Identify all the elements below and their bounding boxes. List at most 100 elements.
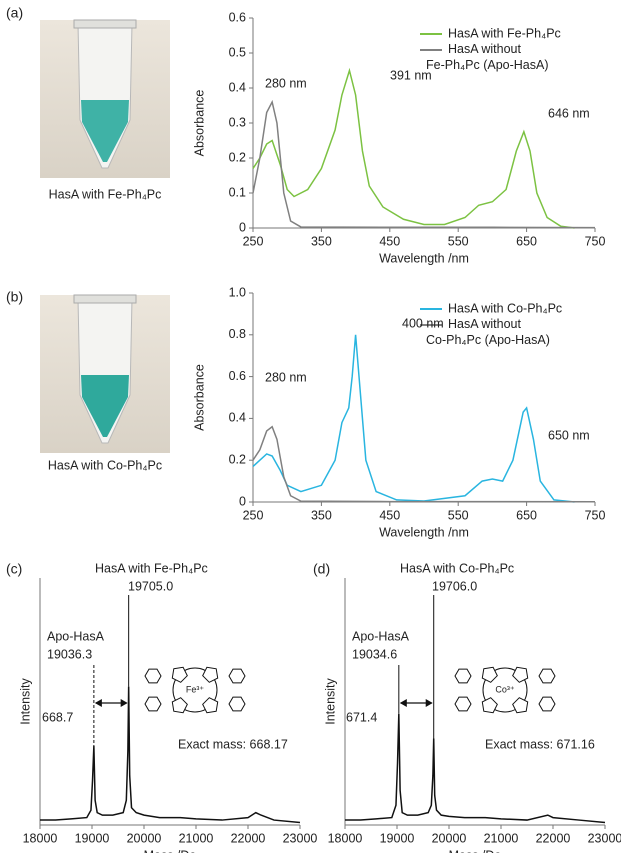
x-axis-label: Mass /Da: [449, 848, 502, 853]
x-tick-label: 650: [516, 234, 537, 248]
pyrrole: [202, 666, 219, 683]
annotation: HasA with Co-Ph₄Pc: [400, 561, 514, 575]
arrow-head: [94, 699, 128, 707]
series-line: [252, 334, 575, 503]
y-tick-label: 0.4: [229, 80, 246, 94]
legend-label: HasA with Co-Ph₄Pc: [448, 301, 562, 315]
x-tick-label: 550: [448, 234, 469, 248]
photo: [40, 19, 170, 178]
legend-label: HasA with Fe-Ph₄Pc: [448, 26, 561, 40]
pyrrole: [512, 666, 529, 683]
x-tick-label: 21000: [179, 831, 214, 845]
x-axis-label: Wavelength /nm: [379, 525, 469, 539]
phenyl: [144, 668, 162, 684]
pyrrole: [171, 697, 188, 714]
photo-caption: HasA with Co-Ph₄Pc: [48, 458, 162, 472]
y-tick-label: 1.0: [229, 285, 246, 299]
annotation: 400 nm: [402, 316, 444, 330]
phenyl: [144, 696, 162, 712]
y-tick-label: 0.4: [229, 411, 246, 425]
x-tick-label: 23000: [283, 831, 318, 845]
macrocycle: [482, 667, 528, 713]
arrow-head: [399, 699, 433, 707]
annotation: 671.4: [346, 710, 377, 724]
y-axis-label: Intensity: [18, 677, 32, 724]
x-tick-label: 21000: [484, 831, 519, 845]
series-line: [40, 686, 301, 824]
annotation: Exact mass: 671.16: [485, 737, 595, 751]
x-axis-label: Mass /Da: [144, 848, 197, 853]
series-line: [252, 67, 575, 229]
panel-label: (a): [6, 5, 23, 21]
y-tick-label: 0.8: [229, 327, 246, 341]
annotation: 391 nm: [390, 68, 432, 82]
x-tick-label: 250: [243, 234, 264, 248]
annotation: 650 nm: [548, 428, 590, 442]
macrocycle: [172, 667, 218, 713]
annotation: 646 nm: [548, 106, 590, 120]
phenyl: [228, 668, 246, 684]
phenyl: [538, 696, 556, 712]
x-tick-label: 350: [311, 234, 332, 248]
annotation: 280 nm: [265, 76, 307, 90]
annotation: 19706.0: [432, 579, 477, 593]
annotation: 19705.0: [128, 579, 173, 593]
annotation: 19036.3: [47, 647, 92, 661]
y-tick-label: 0.6: [229, 10, 246, 24]
annotation: 280 nm: [265, 370, 307, 384]
metal-label: Co³⁺: [495, 684, 515, 694]
phenyl: [228, 696, 246, 712]
x-axis-label: Wavelength /nm: [379, 251, 469, 265]
annotation: 668.7: [42, 710, 73, 724]
x-tick-label: 22000: [231, 831, 266, 845]
x-tick-label: 750: [585, 508, 606, 522]
x-tick-label: 350: [311, 508, 332, 522]
legend-label: HasA without Co-Ph₄Pc (Apo-HasA): [426, 317, 550, 347]
x-tick-label: 18000: [23, 831, 58, 845]
y-tick-label: 0.1: [229, 185, 246, 199]
legend-label: HasA without Fe-Ph₄Pc (Apo-HasA): [426, 42, 549, 72]
photo: [40, 294, 170, 453]
x-tick-label: 18000: [328, 831, 363, 845]
phenyl: [538, 668, 556, 684]
x-tick-label: 22000: [536, 831, 571, 845]
series-line: [252, 99, 596, 229]
metal-label: Fe³⁺: [186, 684, 205, 694]
y-tick-label: 0: [239, 494, 246, 508]
annotation: Exact mass: 668.17: [178, 737, 288, 751]
structure: [454, 666, 556, 714]
phenyl: [454, 668, 472, 684]
y-axis-label: Intensity: [323, 677, 337, 724]
y-tick-label: 0: [239, 220, 246, 234]
x-tick-label: 20000: [432, 831, 467, 845]
x-tick-label: 450: [379, 508, 400, 522]
annotation: HasA with Fe-Ph₄Pc: [95, 561, 208, 575]
panel-label: (b): [6, 289, 23, 305]
panel-label: (c): [6, 561, 22, 577]
panel-label: (d): [313, 561, 330, 577]
pyrrole: [481, 666, 498, 683]
pyrrole: [171, 666, 188, 683]
x-tick-label: 20000: [127, 831, 162, 845]
x-tick-label: 250: [243, 508, 264, 522]
x-tick-label: 550: [448, 508, 469, 522]
x-tick-label: 19000: [380, 831, 415, 845]
y-tick-label: 0.3: [229, 115, 246, 129]
series-line: [345, 713, 606, 824]
annotation: Apo-HasA: [352, 629, 410, 643]
y-tick-label: 0.5: [229, 45, 246, 59]
y-tick-label: 0.2: [229, 452, 246, 466]
y-tick-label: 0.6: [229, 369, 246, 383]
pyrrole: [512, 697, 529, 714]
series-line: [252, 425, 596, 503]
x-tick-label: 19000: [75, 831, 110, 845]
y-axis-label: Absorbance: [192, 90, 206, 157]
annotation: 19034.6: [352, 647, 397, 661]
y-tick-label: 0.2: [229, 150, 246, 164]
x-tick-label: 650: [516, 508, 537, 522]
pyrrole: [481, 697, 498, 714]
annotation: Apo-HasA: [47, 629, 105, 643]
x-tick-label: 23000: [588, 831, 621, 845]
x-tick-label: 450: [379, 234, 400, 248]
